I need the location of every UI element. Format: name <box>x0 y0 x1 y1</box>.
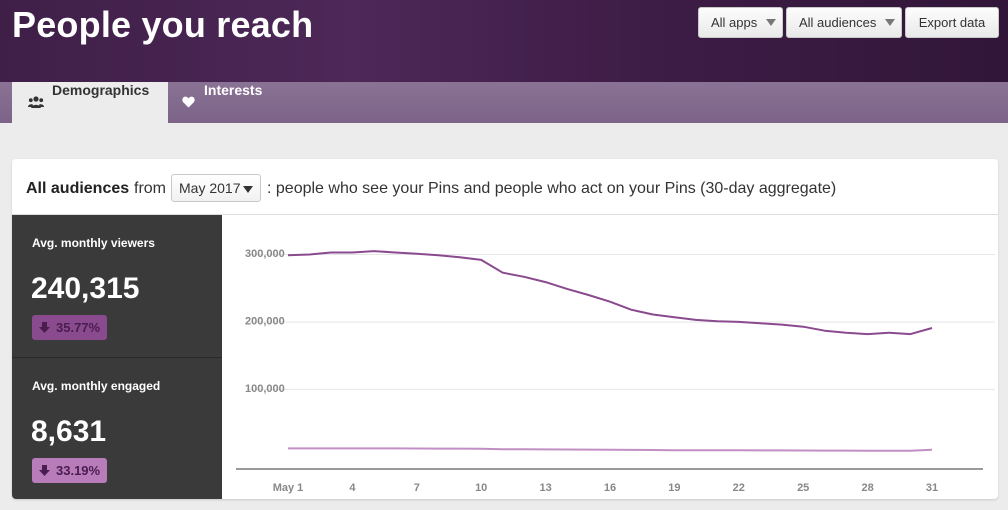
all-audiences-dropdown[interactable]: All audiences <box>786 7 902 38</box>
tab-bar: Demographics Interests <box>0 82 1008 123</box>
month-select-value: May 2017 <box>179 180 241 196</box>
arrow-down-icon <box>39 322 50 333</box>
x-tick-label: 25 <box>797 482 809 494</box>
all-audiences-label: All audiences <box>799 15 877 30</box>
month-select[interactable]: May 2017 <box>171 174 261 202</box>
y-tick-label: 300,000 <box>245 248 285 260</box>
metrics-panel: Avg. monthly viewers 240,315 35.77% Avg.… <box>12 215 222 499</box>
x-tick-label: 16 <box>604 482 616 494</box>
card-header: All audiences from May 2017 : people who… <box>12 159 998 215</box>
tab-demographics-label: Demographics <box>52 82 150 98</box>
page-title: People you reach <box>12 4 314 45</box>
export-data-button[interactable]: Export data <box>905 7 999 38</box>
metric-label: Avg. monthly viewers <box>32 236 155 250</box>
metric-label: Avg. monthly engaged <box>32 379 161 393</box>
change-badge: 35.77% <box>32 315 108 340</box>
y-tick-label: 100,000 <box>245 383 285 395</box>
heart-icon <box>182 96 195 108</box>
metric-monthly-engaged[interactable]: Avg. monthly engaged 8,631 33.19% <box>12 357 222 499</box>
audience-card: All audiences from May 2017 : people who… <box>12 159 998 499</box>
viewers-series-line <box>287 250 933 336</box>
all-apps-dropdown[interactable]: All apps <box>698 7 783 38</box>
metric-value: 8,631 <box>31 415 107 448</box>
y-tick-label: 200,000 <box>245 315 285 327</box>
x-tick-label: 13 <box>539 482 551 494</box>
change-value: 33.19% <box>56 463 101 478</box>
audience-line-chart: 300,000 200,000 100,000 May 1 4 7 10 13 16 19 22 25… <box>222 215 998 499</box>
chart-svg: 300,000 200,000 100,000 May 1 4 7 10 13 16 19 22 25… <box>236 248 995 494</box>
tab-interests-label: Interests <box>204 82 263 98</box>
engaged-series-line <box>288 447 933 452</box>
chevron-down-icon <box>885 19 895 26</box>
chevron-down-icon <box>766 19 776 26</box>
chevron-down-icon <box>243 186 253 193</box>
change-value: 35.77% <box>56 320 101 335</box>
metric-value: 240,315 <box>31 272 140 305</box>
change-badge: 33.19% <box>32 458 108 483</box>
tab-demographics[interactable]: Demographics <box>12 82 168 123</box>
arrow-down-icon <box>39 465 50 476</box>
x-tick-label: 4 <box>349 482 356 494</box>
audience-description: : people who see your Pins and people wh… <box>267 180 837 197</box>
x-tick-label: 7 <box>414 482 420 494</box>
users-icon <box>28 96 44 108</box>
x-tick-label: 19 <box>668 482 680 494</box>
x-tick-label: 31 <box>926 482 938 494</box>
tab-interests[interactable]: Interests <box>168 82 288 123</box>
all-apps-label: All apps <box>711 15 758 30</box>
x-tick-label: 28 <box>861 482 873 494</box>
metric-monthly-viewers[interactable]: Avg. monthly viewers 240,315 35.77% <box>12 215 222 357</box>
x-tick-label: May 1 <box>273 482 304 494</box>
x-tick-label: 10 <box>475 482 487 494</box>
page-header: People you reach All apps All audiences … <box>0 0 1008 82</box>
audience-name: All audiences <box>26 180 130 197</box>
from-text: from <box>134 180 166 197</box>
x-tick-label: 22 <box>733 482 745 494</box>
